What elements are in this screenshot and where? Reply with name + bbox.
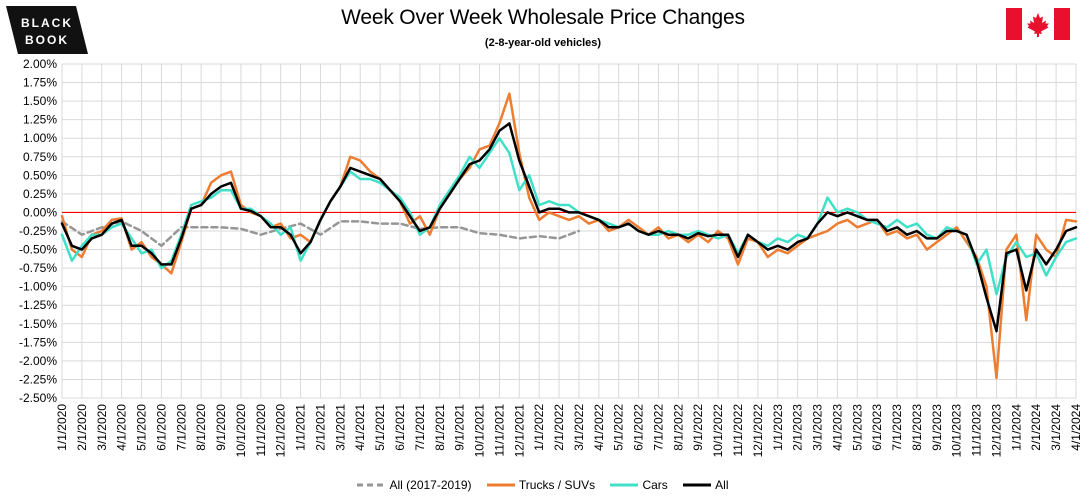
- x-tick-label: 7/1/2022: [651, 404, 665, 451]
- series-layer: [60, 92, 1078, 380]
- legend-swatch-dashed-gray: [357, 483, 386, 487]
- x-tick-label: 1/1/2020: [55, 404, 69, 451]
- x-tick-label: 4/1/2024: [1069, 404, 1083, 451]
- series-trucks-suvs-line: [60, 92, 1078, 380]
- y-tick-label: 0.00%: [23, 205, 57, 219]
- y-tick-label: -2.50%: [19, 391, 57, 405]
- plot-frame: [61, 63, 1077, 399]
- axis-layer: 2.00% 1.75% 1.50% 1.25% 1.00% 0.75% 0.50% 0.25%…: [19, 57, 1083, 457]
- x-tick-label: 6/1/2021: [393, 404, 407, 451]
- y-tick-label: -1.75%: [19, 335, 57, 349]
- x-tick-label: 9/1/2021: [453, 404, 467, 451]
- y-tick-label: -2.25%: [19, 372, 57, 386]
- x-tick-label: 10/1/2020: [234, 404, 248, 458]
- chart-legend: All (2017-2019) Trucks / SUVs Cars All: [0, 478, 1086, 492]
- x-tick-label: 5/1/2023: [850, 404, 864, 451]
- legend-item-all-2017-2019[interactable]: All (2017-2019): [357, 478, 472, 492]
- logo-text-line2: BOOK: [25, 33, 69, 47]
- y-tick-label: 0.50%: [23, 168, 57, 182]
- x-tick-label: 4/1/2022: [592, 404, 606, 451]
- x-tick-label: 9/1/2023: [930, 404, 944, 451]
- series-all-line: [60, 122, 1078, 333]
- x-tick-label: 4/1/2021: [353, 404, 367, 451]
- legend-label: All (2017-2019): [389, 478, 472, 492]
- x-tick-label: 2/1/2022: [552, 404, 566, 451]
- y-tick-label: 1.00%: [23, 131, 57, 145]
- x-tick-label: 4/1/2020: [115, 404, 129, 451]
- grid-layer: [61, 63, 1077, 399]
- x-tick-label: 1/1/2024: [1009, 404, 1023, 451]
- x-tick-label: 10/1/2021: [473, 404, 487, 458]
- x-tick-label: 8/1/2023: [910, 404, 924, 451]
- x-tick-label: 2/1/2023: [791, 404, 805, 451]
- y-tick-label: -0.75%: [19, 261, 57, 275]
- x-tick-label: 2/1/2021: [313, 404, 327, 451]
- x-tick-label: 7/1/2021: [413, 404, 427, 451]
- x-tick-label: 5/1/2021: [373, 404, 387, 451]
- y-tick-label: 1.50%: [23, 94, 57, 108]
- legend-swatch-orange: [486, 483, 515, 487]
- legend-item-all[interactable]: All: [683, 478, 729, 492]
- x-tick-label: 9/1/2022: [691, 404, 705, 451]
- x-tick-label: 12/1/2022: [751, 404, 765, 458]
- legend-label: Cars: [642, 478, 668, 492]
- x-tick-label: 10/1/2022: [711, 404, 725, 458]
- x-tick-label: 9/1/2020: [214, 404, 228, 451]
- series-all-2017-2019-line: [60, 220, 581, 248]
- x-tick-label: 4/1/2023: [830, 404, 844, 451]
- x-tick-label: 3/1/2023: [811, 404, 825, 451]
- x-tick-label: 6/1/2022: [632, 404, 646, 451]
- y-tick-label: -1.50%: [19, 317, 57, 331]
- legend-item-trucks-suvs[interactable]: Trucks / SUVs: [486, 478, 596, 492]
- x-tick-label: 11/1/2022: [731, 404, 745, 457]
- legend-label: Trucks / SUVs: [518, 478, 596, 492]
- x-tick-label: 12/1/2020: [274, 404, 288, 458]
- black-book-logo: BLACK BOOK: [6, 6, 88, 54]
- y-tick-label: 1.75%: [23, 76, 57, 90]
- x-tick-label: 1/1/2021: [294, 404, 308, 451]
- chart-title: Week Over Week Wholesale Price Changes: [341, 6, 745, 29]
- x-tick-label: 5/1/2022: [612, 404, 626, 451]
- x-tick-label: 6/1/2023: [870, 404, 884, 451]
- canada-flag-icon: [1006, 8, 1070, 40]
- legend-item-cars[interactable]: Cars: [610, 478, 668, 492]
- y-tick-label: 0.75%: [23, 150, 57, 164]
- x-tick-label: 8/1/2020: [194, 404, 208, 451]
- y-tick-label: 1.25%: [23, 113, 57, 127]
- x-tick-label: 8/1/2021: [433, 404, 447, 451]
- x-tick-label: 2/1/2020: [75, 404, 89, 451]
- x-tick-label: 2/1/2024: [1029, 404, 1043, 451]
- legend-swatch-teal: [610, 483, 639, 487]
- y-tick-label: -2.00%: [19, 354, 57, 368]
- x-tick-label: 3/1/2024: [1049, 404, 1063, 451]
- x-tick-label: 12/1/2021: [512, 404, 526, 458]
- x-tick-label: 11/1/2023: [970, 404, 984, 457]
- x-tick-label: 10/1/2023: [950, 404, 964, 458]
- legend-swatch-black: [683, 483, 712, 487]
- x-tick-label: 1/1/2023: [771, 404, 785, 451]
- x-tick-label: 3/1/2021: [333, 404, 347, 451]
- x-tick-label: 7/1/2023: [890, 404, 904, 451]
- x-tick-label: 7/1/2020: [174, 404, 188, 451]
- y-tick-label: 2.00%: [23, 57, 57, 71]
- chart-subtitle: (2-8-year-old vehicles): [484, 37, 602, 49]
- x-tick-label: 6/1/2020: [154, 404, 168, 451]
- x-tick-label: 5/1/2020: [135, 404, 149, 451]
- y-tick-label: -0.50%: [19, 243, 57, 257]
- x-tick-label: 3/1/2022: [572, 404, 586, 451]
- x-tick-label: 11/1/2021: [492, 404, 506, 457]
- wholesale-price-chart: 2.00% 1.75% 1.50% 1.25% 1.00% 0.75% 0.50% 0.25%…: [19, 57, 1083, 457]
- x-tick-label: 1/1/2022: [532, 404, 546, 451]
- x-tick-label: 12/1/2023: [989, 404, 1003, 458]
- y-tick-label: -1.00%: [19, 280, 57, 294]
- x-tick-label: 3/1/2020: [95, 404, 109, 451]
- legend-label: All: [715, 478, 729, 492]
- logo-text-line1: BLACK: [21, 16, 73, 30]
- series-cars-line: [60, 136, 1078, 296]
- y-tick-label: -0.25%: [19, 224, 57, 238]
- x-tick-label: 11/1/2020: [254, 404, 268, 457]
- x-tick-label: 8/1/2022: [671, 404, 685, 451]
- y-tick-label: 0.25%: [23, 187, 57, 201]
- y-tick-label: -1.25%: [19, 298, 57, 312]
